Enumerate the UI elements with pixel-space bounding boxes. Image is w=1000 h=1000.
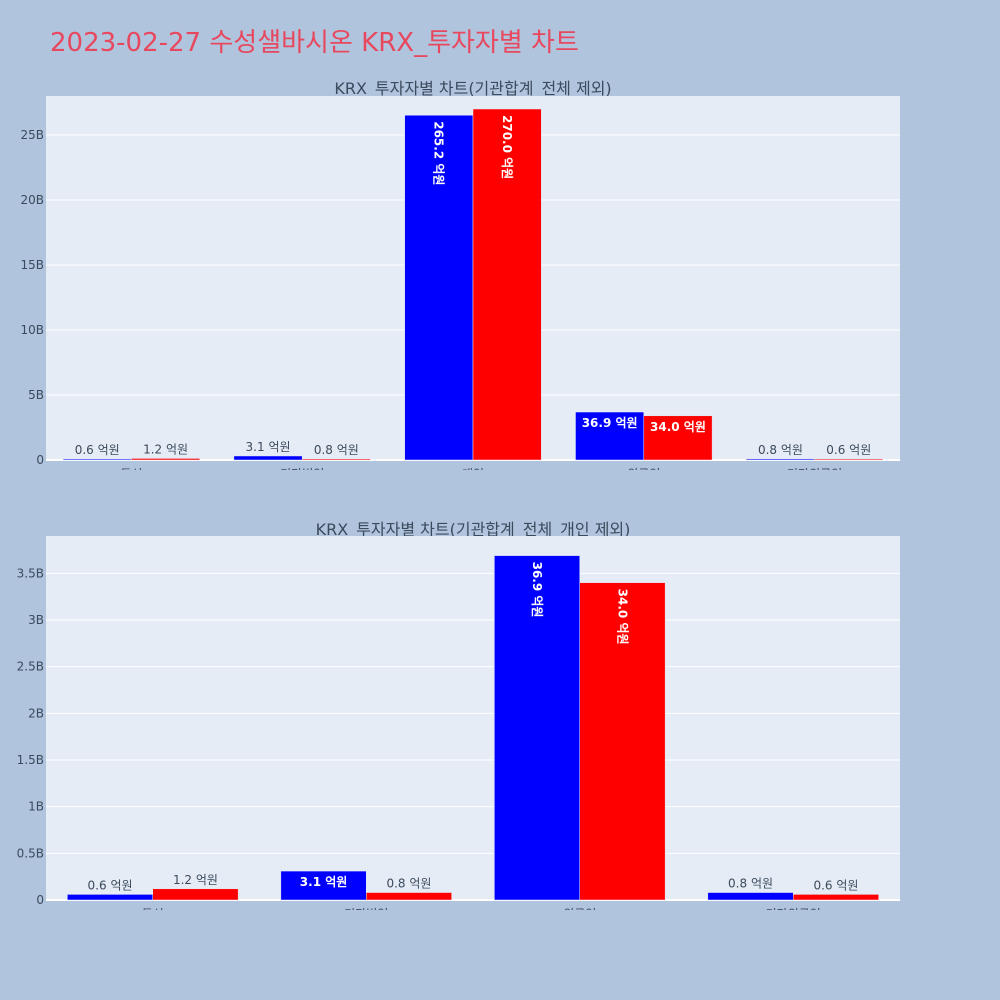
chart-title: KRX_투자자별 차트(기관합계_전체 제외) (334, 79, 611, 99)
y-tick-label: 0.5B (17, 846, 44, 860)
bar (814, 458, 884, 461)
data-label: 36.9 억원 (582, 416, 638, 430)
data-label: 3.1 억원 (300, 875, 348, 889)
bar (643, 415, 713, 461)
data-label: 34.0 억원 (615, 589, 629, 645)
chart-title: KRX_투자자별 차트(기관합계_전체_개인 제외) (316, 520, 631, 540)
bar (404, 114, 474, 461)
data-label: 0.6 억원 (813, 878, 858, 892)
y-tick-label: 0 (36, 453, 44, 467)
plot-area (46, 536, 900, 900)
bar (494, 555, 581, 901)
bar (62, 458, 132, 461)
y-tick-label: 10B (20, 323, 44, 337)
bar (366, 892, 452, 901)
x-tick-label: 기타외국인 (766, 907, 821, 910)
y-tick-label: 1.5B (17, 753, 44, 767)
x-tick-label: 개인 (462, 467, 484, 470)
data-label: 34.0 억원 (650, 420, 706, 434)
x-tick-label: 투신 (142, 907, 164, 910)
bar (67, 894, 153, 901)
y-tick-label: 3B (28, 613, 44, 627)
data-label: 0.6 억원 (75, 443, 120, 457)
y-tick-label: 25B (20, 128, 44, 142)
x-tick-label: 기타외국인 (787, 467, 842, 470)
bar (280, 870, 367, 901)
y-tick-label: 20B (20, 193, 44, 207)
y-tick-label: 2B (28, 706, 44, 720)
bar (472, 108, 542, 461)
bar (301, 458, 371, 461)
bar (707, 892, 794, 901)
y-tick-label: 1B (28, 800, 44, 814)
data-label: 0.8 억원 (758, 443, 803, 457)
x-tick-label: 투신 (120, 467, 142, 470)
data-label: 270.0 억원 (500, 115, 514, 179)
data-label: 0.6 억원 (88, 878, 133, 892)
data-label: 265.2 억원 (432, 121, 446, 185)
bar (579, 582, 666, 901)
chart-bottom: KRX_투자자별 차트(기관합계_전체_개인 제외) 0 0.5B 1B 1.5B 2B… (17, 520, 900, 910)
chart-top: KRX_투자자별 차트(기관합계_전체 제외) 0 5B 10B 15B 20B 25B 투… (20, 79, 900, 470)
x-tick-label: 기타법인 (280, 467, 324, 470)
bar (233, 455, 303, 461)
data-label: 0.6 억원 (826, 443, 871, 457)
x-tick-label: 외국인 (563, 907, 596, 910)
data-label: 0.8 억원 (314, 443, 359, 457)
data-label: 1.2 억원 (143, 442, 188, 456)
data-label: 3.1 억원 (246, 440, 291, 454)
page-title: 2023-02-27 수성샐바시온 KRX_투자자별 차트 (50, 28, 579, 58)
y-tick-label: 0 (36, 893, 44, 907)
data-label: 1.2 억원 (173, 873, 218, 887)
bar (131, 458, 200, 461)
bar (793, 894, 879, 901)
data-label: 0.8 억원 (728, 877, 773, 891)
bar (152, 888, 239, 901)
data-label: 0.8 억원 (386, 877, 431, 891)
x-tick-label: 기타법인 (344, 907, 388, 910)
x-tick-label: 외국인 (627, 467, 660, 470)
data-label: 36.9 억원 (530, 562, 544, 618)
bar (746, 458, 815, 461)
y-tick-label: 2.5B (17, 660, 44, 674)
y-tick-label: 5B (28, 388, 44, 402)
y-tick-label: 15B (20, 258, 44, 272)
y-tick-label: 3.5B (17, 566, 44, 580)
